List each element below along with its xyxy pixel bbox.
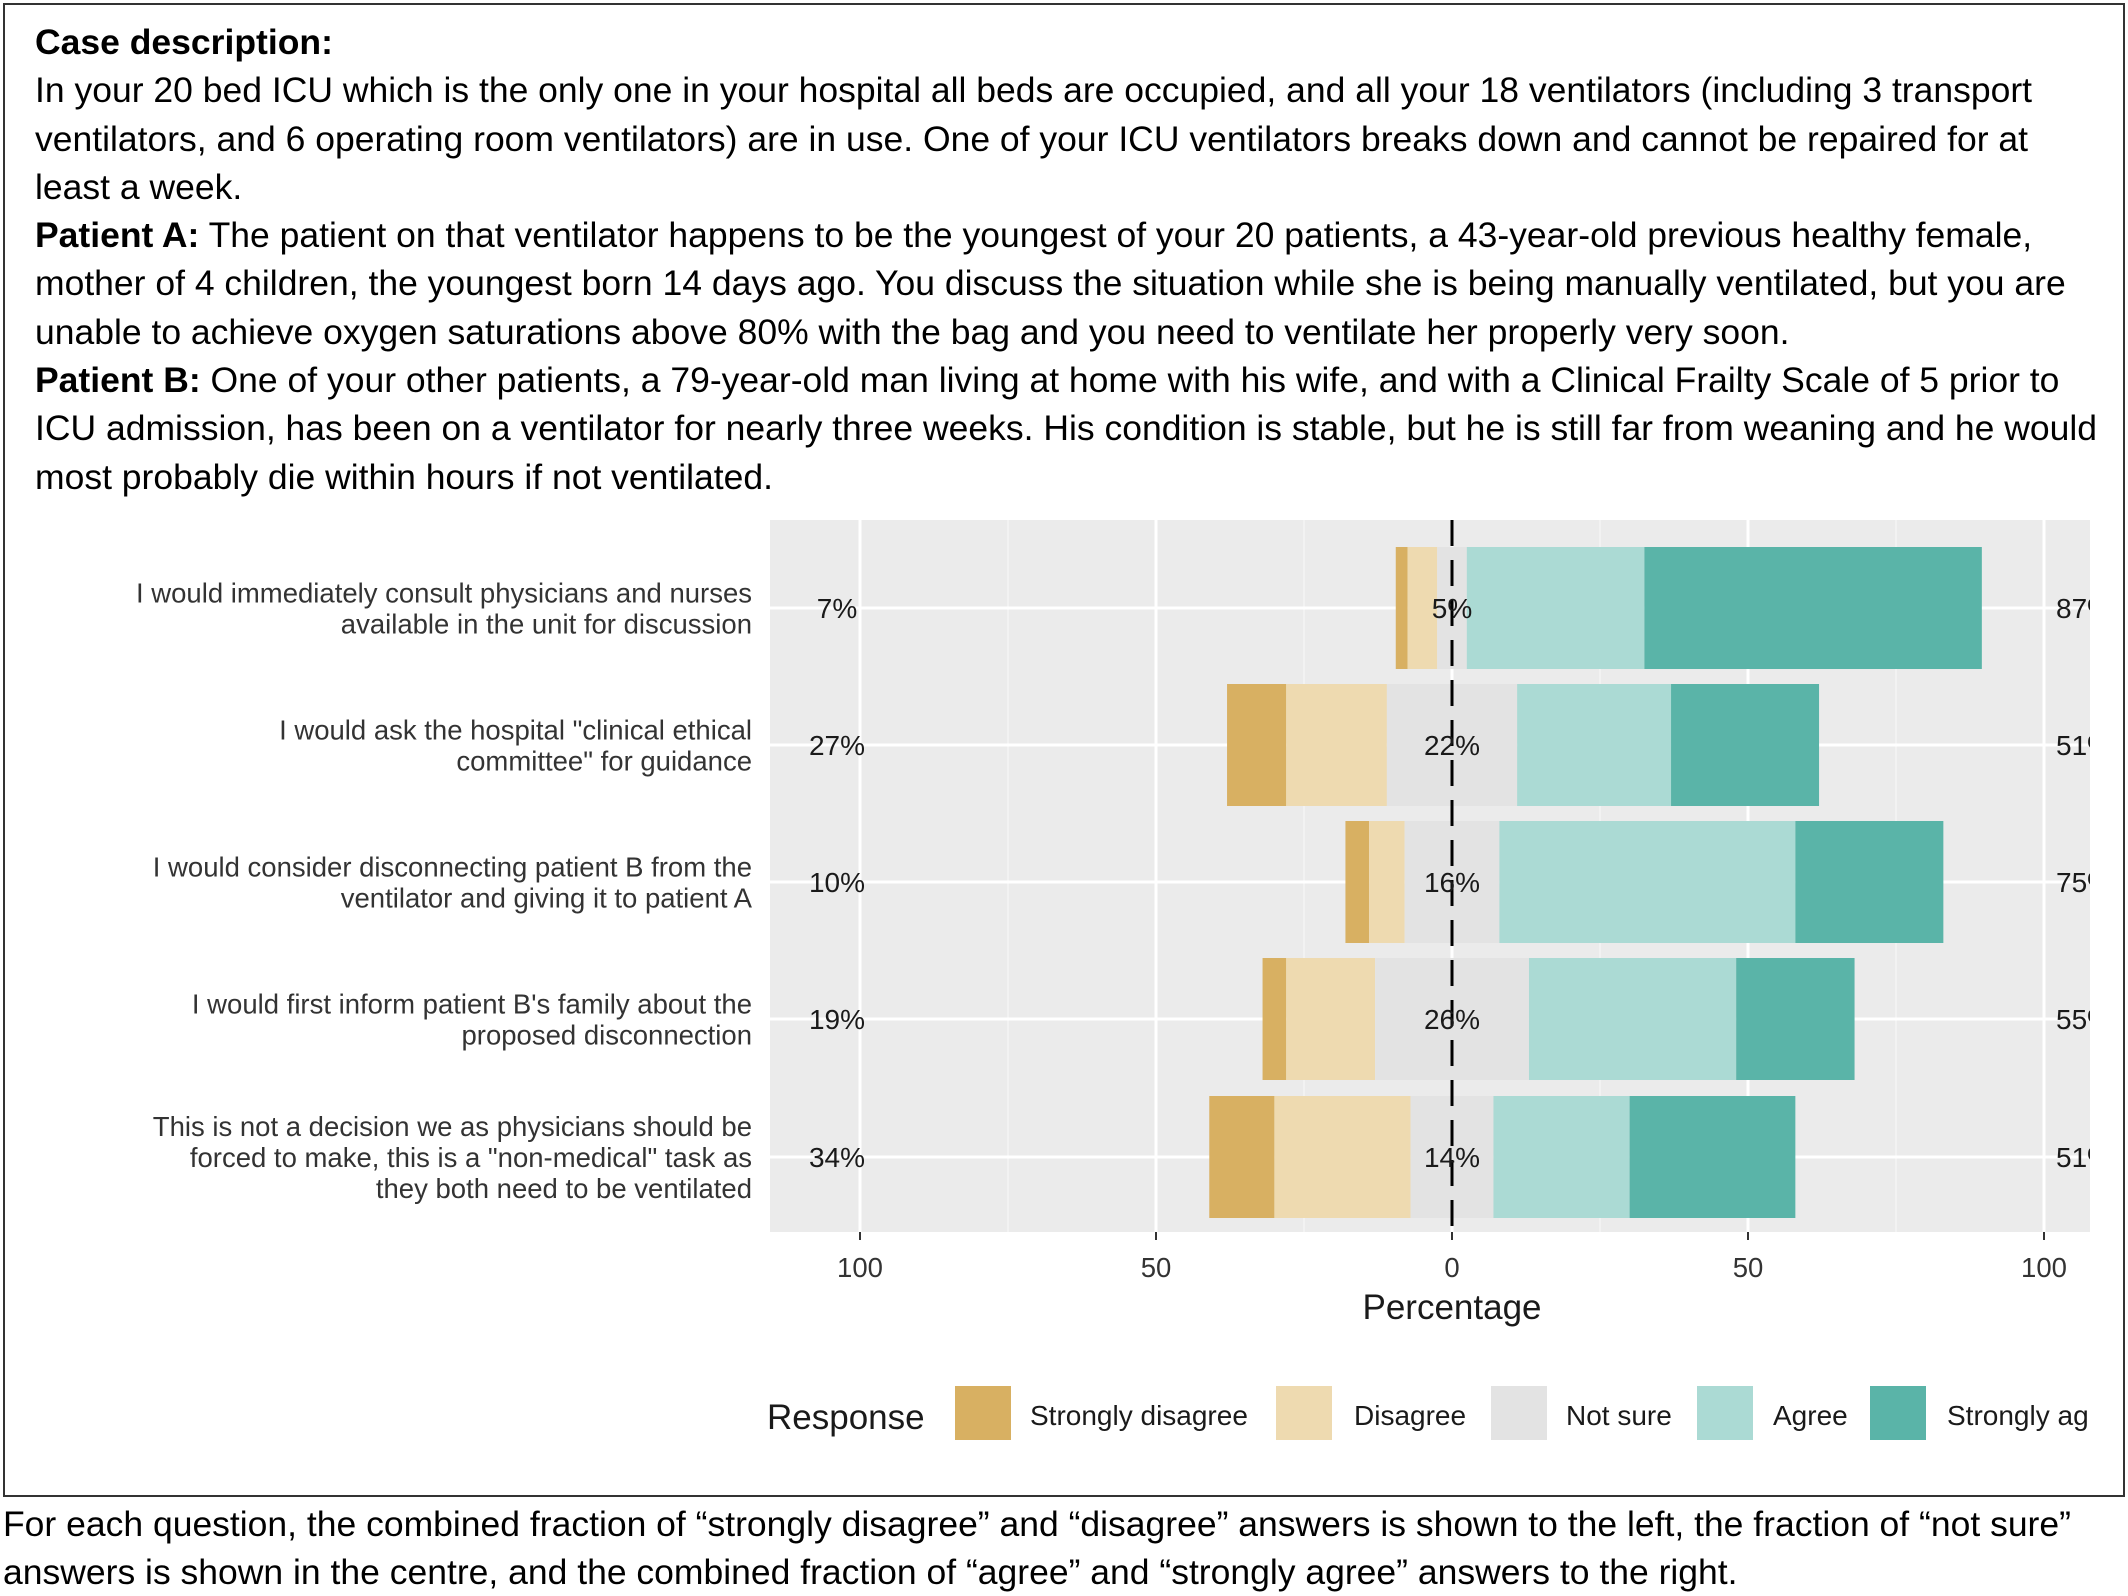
likert-chart: I would immediately consult physicians a… bbox=[136, 520, 2090, 1440]
row-label: This is not a decision we as physicians … bbox=[153, 1111, 752, 1142]
bar-strongly-agree bbox=[1644, 547, 1982, 669]
x-tick-label: 50 bbox=[1141, 1252, 1172, 1283]
patient-a-label: Patient A: bbox=[35, 215, 200, 256]
bar-agree bbox=[1517, 684, 1672, 806]
row-label: I would immediately consult physicians a… bbox=[136, 578, 752, 609]
bar-not-sure bbox=[1410, 1096, 1494, 1218]
left-percent-label: 10% bbox=[809, 867, 865, 898]
row-label: they both need to be ventilated bbox=[376, 1173, 752, 1204]
bar-agree bbox=[1493, 1096, 1630, 1218]
legend-swatch-strongly-disagree bbox=[955, 1386, 1011, 1440]
bar-disagree bbox=[1286, 958, 1376, 1080]
figure-caption: For each question, the combined fraction… bbox=[3, 1504, 2071, 1592]
left-percent-label: 19% bbox=[809, 1004, 865, 1035]
center-percent-label: 5% bbox=[1432, 593, 1472, 624]
case-heading: Case description: bbox=[35, 22, 333, 62]
right-percent-label: 75% bbox=[2056, 867, 2090, 898]
figure-frame bbox=[3, 3, 2125, 1497]
legend-title: Response bbox=[767, 1398, 925, 1437]
row-label: available in the unit for discussion bbox=[341, 609, 752, 640]
left-percent-label: 34% bbox=[809, 1142, 865, 1173]
case-intro: In your 20 bed ICU which is the only one… bbox=[35, 70, 2033, 207]
center-percent-label: 22% bbox=[1424, 730, 1480, 761]
bar-strongly-agree bbox=[1629, 1096, 1796, 1218]
bar-strongly-disagree bbox=[1395, 547, 1408, 669]
left-percent-label: 7% bbox=[817, 593, 857, 624]
right-percent-label: 51% bbox=[2056, 1142, 2090, 1173]
legend-label-strongly-agree: Strongly ag bbox=[1947, 1400, 2089, 1431]
x-axis-title: Percentage bbox=[1362, 1288, 1541, 1327]
center-percent-label: 14% bbox=[1424, 1142, 1480, 1173]
row-label: proposed disconnection bbox=[462, 1020, 752, 1051]
bar-agree bbox=[1466, 547, 1645, 669]
bar-disagree bbox=[1369, 821, 1405, 943]
bar-strongly-disagree bbox=[1345, 821, 1370, 943]
legend-swatch-disagree bbox=[1276, 1386, 1332, 1440]
bar-strongly-agree bbox=[1795, 821, 1944, 943]
row-label: I would ask the hospital "clinical ethic… bbox=[279, 715, 752, 746]
patient-b-label: Patient B: bbox=[35, 360, 201, 401]
bar-strongly-agree bbox=[1736, 958, 1855, 1080]
patient-b-paragraph: Patient B: One of your other patients, a… bbox=[35, 356, 2105, 501]
x-tick-label: 100 bbox=[2021, 1252, 2067, 1283]
bar-strongly-disagree bbox=[1209, 1096, 1275, 1218]
x-tick-label: 100 bbox=[837, 1252, 883, 1283]
row-label: committee" for guidance bbox=[456, 746, 752, 777]
row-label: I would consider disconnecting patient B… bbox=[153, 852, 752, 883]
x-tick-label: 0 bbox=[1444, 1252, 1459, 1283]
right-percent-label: 87% bbox=[2056, 593, 2090, 624]
legend-swatch-strongly-agree bbox=[1870, 1386, 1926, 1440]
patient-a-text: The patient on that ventilator happens t… bbox=[35, 215, 2066, 352]
bar-strongly-agree bbox=[1671, 684, 1820, 806]
right-percent-label: 55% bbox=[2056, 1004, 2090, 1035]
bar-disagree bbox=[1274, 1096, 1411, 1218]
legend-label-not-sure: Not sure bbox=[1566, 1400, 1672, 1431]
row-label: forced to make, this is a "non-medical" … bbox=[190, 1142, 752, 1173]
patient-b-text: One of your other patients, a 79-year-ol… bbox=[35, 360, 2098, 497]
bar-strongly-disagree bbox=[1262, 958, 1287, 1080]
bar-agree bbox=[1499, 821, 1796, 943]
bar-strongly-disagree bbox=[1227, 684, 1287, 806]
legend-label-strongly-disagree: Strongly disagree bbox=[1030, 1400, 1248, 1431]
bar-agree bbox=[1528, 958, 1737, 1080]
case-description: Case description: In your 20 bed ICU whi… bbox=[35, 18, 2105, 501]
legend-label-agree: Agree bbox=[1773, 1400, 1848, 1431]
left-percent-label: 27% bbox=[809, 730, 865, 761]
bar-disagree bbox=[1407, 547, 1438, 669]
row-label: I would first inform patient B's family … bbox=[192, 989, 752, 1020]
legend-swatch-agree bbox=[1697, 1386, 1753, 1440]
legend-swatch-not-sure bbox=[1491, 1386, 1547, 1440]
x-tick-label: 50 bbox=[1733, 1252, 1764, 1283]
bar-disagree bbox=[1286, 684, 1387, 806]
center-percent-label: 16% bbox=[1424, 867, 1480, 898]
row-label: ventilator and giving it to patient A bbox=[341, 883, 753, 914]
legend-label-disagree: Disagree bbox=[1354, 1400, 1466, 1431]
center-percent-label: 26% bbox=[1424, 1004, 1480, 1035]
right-percent-label: 51% bbox=[2056, 730, 2090, 761]
patient-a-paragraph: Patient A: The patient on that ventilato… bbox=[35, 211, 2105, 356]
